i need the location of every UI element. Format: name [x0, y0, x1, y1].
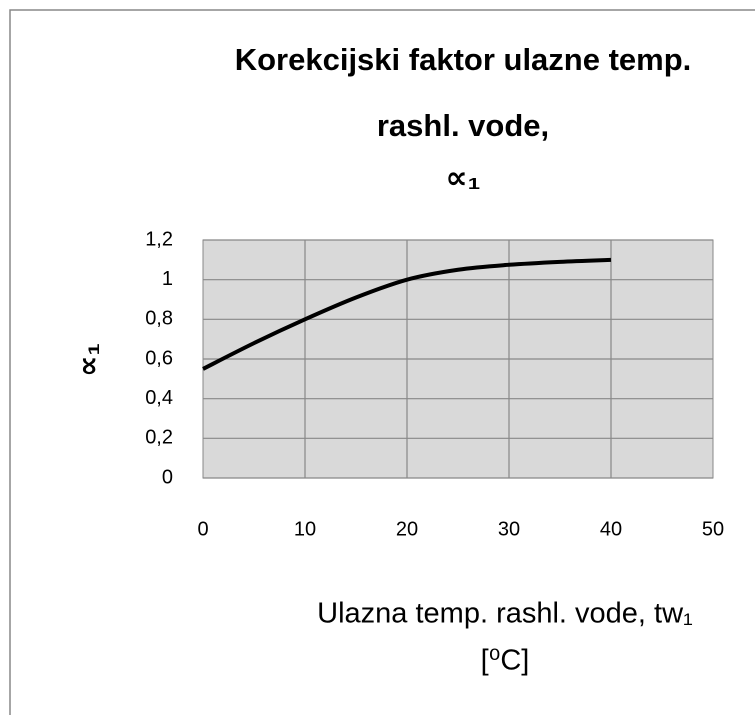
line-series	[202, 257, 612, 371]
chart-border	[9, 9, 755, 715]
x-axis-label: Ulazna temp. rashl. vode, tw₁	[317, 598, 693, 630]
x-tick-label: 40	[600, 518, 622, 540]
y-axis-label: ∝₁	[72, 343, 105, 377]
y-tick-label: 0,4	[145, 387, 173, 409]
y-tick-label: 0,2	[145, 427, 173, 449]
chart-title: ∝₁	[446, 160, 481, 195]
chart-title: rashl. vode,	[377, 108, 549, 143]
x-axis-label: [⁰C]	[481, 645, 530, 677]
x-tick-label: 0	[197, 518, 208, 540]
y-tick-label: 1,2	[145, 228, 173, 250]
x-tick-label: 10	[294, 518, 316, 540]
y-tick-label: 0,6	[145, 347, 173, 369]
x-tick-label: 50	[702, 518, 724, 540]
x-tick-label: 30	[498, 518, 520, 540]
x-tick-label: 20	[396, 518, 418, 540]
y-tick-label: 0	[162, 466, 173, 488]
chart-title: Korekcijski faktor ulazne temp.	[235, 42, 692, 77]
y-tick-label: 1	[162, 268, 173, 290]
y-tick-label: 0,8	[145, 308, 173, 330]
